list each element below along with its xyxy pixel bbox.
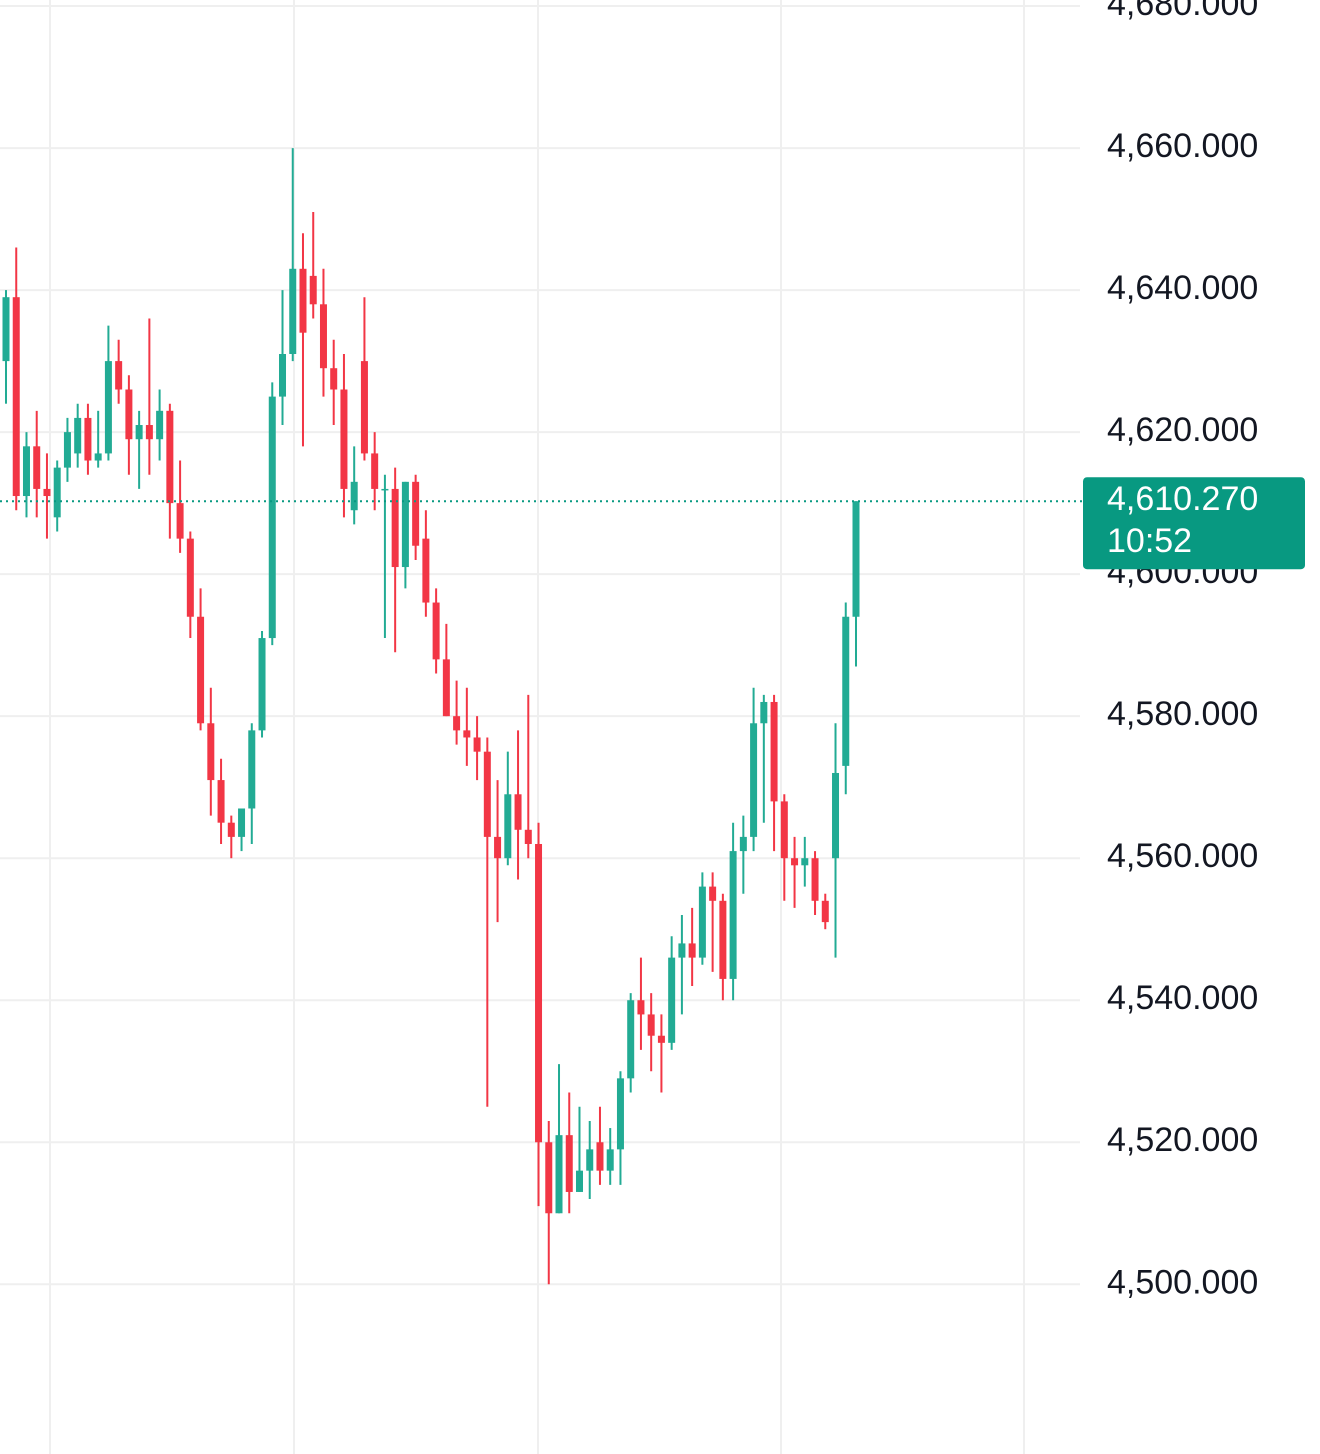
candle-body: [371, 453, 379, 489]
candle-body: [176, 503, 184, 539]
candle-body: [565, 1135, 573, 1192]
candle-body: [186, 538, 194, 617]
candle-body: [401, 481, 409, 568]
candle-body: [780, 801, 788, 859]
candle-body: [432, 602, 440, 660]
candle-body: [145, 425, 153, 440]
candle-body: [657, 1035, 665, 1043]
candle-body: [698, 886, 706, 958]
candle-body: [811, 858, 819, 901]
y-tick-label: 4,520.000: [1107, 1121, 1258, 1159]
candle-body: [821, 900, 829, 923]
candle-body: [279, 354, 287, 397]
candle-body: [801, 858, 809, 866]
candle-body: [299, 268, 307, 333]
candle-body: [217, 780, 225, 823]
candle-body: [535, 843, 543, 1143]
price-tag: [1083, 477, 1305, 570]
candle-body: [473, 737, 481, 752]
y-tick-label: 4,620.000: [1107, 411, 1258, 449]
candle-body: [739, 836, 747, 852]
candle-body: [729, 851, 737, 979]
price-tag-countdown: 10:52: [1107, 522, 1192, 560]
candle-body: [53, 467, 61, 518]
candle-body: [483, 751, 491, 837]
candle-body: [381, 488, 389, 491]
candle-body: [268, 396, 276, 639]
candle-body: [2, 297, 10, 362]
candle-body: [84, 417, 92, 461]
candle-body: [719, 900, 727, 979]
candle-body: [678, 943, 686, 958]
candle-body: [637, 1000, 645, 1015]
candle-body: [166, 410, 174, 504]
candle-body: [453, 716, 461, 731]
candle-body: [238, 808, 246, 837]
candle-body: [596, 1142, 604, 1171]
candle-body: [852, 501, 860, 617]
candle-body: [319, 304, 327, 369]
y-tick-label: 4,640.000: [1107, 269, 1258, 307]
candle-body: [227, 822, 235, 837]
candle-body: [391, 488, 399, 568]
candle-body: [791, 858, 799, 866]
candle-body: [412, 481, 420, 546]
candle-body: [545, 1142, 553, 1214]
candle-body: [422, 538, 430, 603]
candle-body: [74, 417, 82, 454]
price-tag-value: 4,610.270: [1107, 480, 1258, 518]
candle-body: [94, 453, 102, 461]
candle-body: [504, 794, 512, 859]
candle-body: [350, 481, 358, 511]
candle-body: [197, 616, 205, 724]
y-tick-label: 4,540.000: [1107, 979, 1258, 1017]
time-grid: [49, 0, 1025, 1454]
candle-body: [33, 446, 41, 489]
candle-body: [156, 410, 164, 440]
candle-body: [586, 1149, 594, 1171]
candle-body: [606, 1149, 614, 1171]
candle-body: [258, 638, 266, 731]
candle-body: [43, 488, 51, 497]
candle-body: [575, 1170, 583, 1192]
candle-body: [494, 836, 502, 859]
candle-body: [688, 943, 696, 958]
candle-body: [647, 1014, 655, 1036]
candle-body: [627, 1000, 635, 1079]
y-tick-label: 4,660.000: [1107, 127, 1258, 165]
y-tick-label: 4,500.000: [1107, 1263, 1258, 1301]
candle-body: [340, 389, 348, 489]
y-tick-label: 4,560.000: [1107, 837, 1258, 875]
candle-body: [524, 829, 532, 844]
candle-body: [207, 723, 215, 781]
candle-body: [668, 957, 676, 1043]
candle-body: [750, 723, 758, 837]
candle-body: [248, 730, 256, 809]
candle-body: [330, 368, 338, 390]
candle-body: [135, 425, 143, 440]
candle-body: [842, 616, 850, 766]
candle-body: [616, 1078, 624, 1150]
candle-body: [442, 659, 450, 717]
candle-body: [832, 772, 840, 859]
candle-body: [360, 361, 368, 454]
candle-body: [289, 268, 297, 355]
candle-body: [22, 446, 30, 497]
candle-body: [770, 701, 778, 802]
candle-body: [12, 297, 20, 497]
candle-body: [63, 432, 71, 468]
candle-body: [104, 361, 112, 454]
y-tick-label: 4,680.000: [1107, 0, 1258, 23]
candle-body: [115, 361, 123, 390]
candle-body: [309, 275, 317, 305]
candle-body: [760, 701, 768, 724]
candle-body: [555, 1135, 563, 1214]
candle-body: [709, 886, 717, 901]
candle-body: [514, 794, 522, 830]
candle-body: [125, 389, 133, 440]
y-tick-label: 4,580.000: [1107, 695, 1258, 733]
candle-body: [463, 730, 471, 738]
